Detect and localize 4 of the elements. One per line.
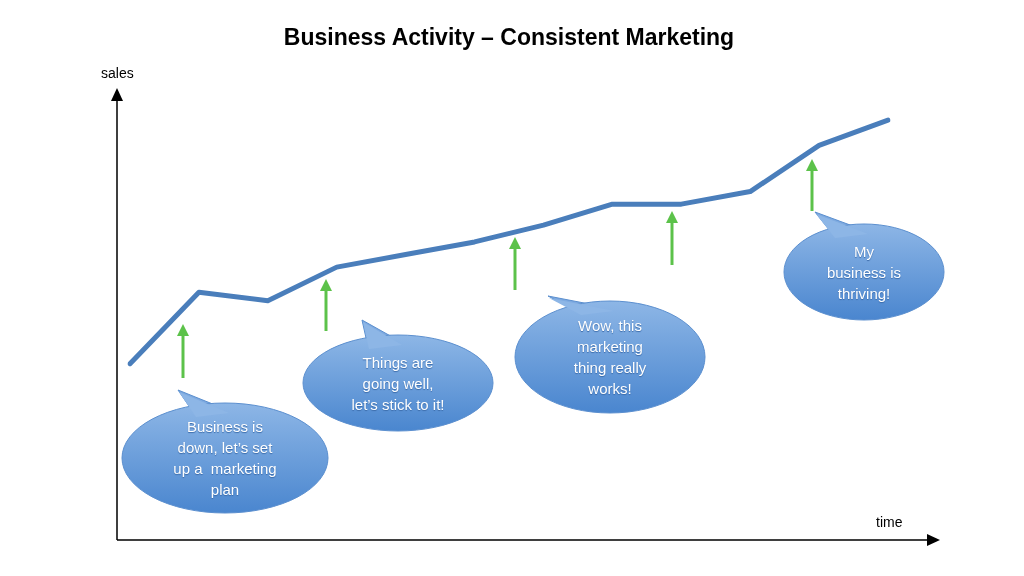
x-axis-title: time bbox=[876, 514, 903, 530]
chart-title: Business Activity – Consistent Marketing bbox=[283, 24, 735, 50]
y-axis-title: sales bbox=[101, 65, 134, 81]
annotation: Things are going well, let’s stick to it! bbox=[303, 335, 493, 431]
